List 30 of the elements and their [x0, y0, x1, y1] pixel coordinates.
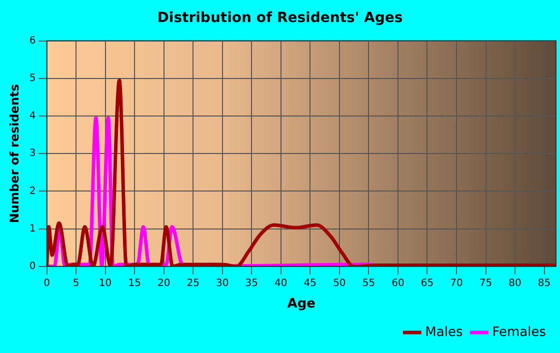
x-axis-title: Age — [287, 296, 316, 312]
y-tick-label: 4 — [29, 110, 36, 122]
x-tick-label: 70 — [450, 278, 463, 289]
y-tick-label: 2 — [29, 186, 36, 197]
y-tick-label: 6 — [29, 35, 36, 46]
x-tick-label: 30 — [216, 278, 229, 289]
x-tick-label: 15 — [128, 278, 141, 289]
x-tick-label: 75 — [479, 278, 492, 289]
x-tick-label: 25 — [186, 278, 200, 289]
y-tick-label: 5 — [29, 72, 36, 84]
legend-label: Females — [492, 324, 546, 340]
chart-title: Distribution of Residents' Ages — [157, 10, 403, 26]
x-tick-label: 80 — [508, 278, 522, 289]
y-tick-label: 0 — [29, 260, 36, 272]
x-tick-label: 35 — [245, 278, 258, 289]
x-tick-label: 45 — [304, 278, 317, 289]
y-tick-label: 1 — [29, 223, 36, 234]
x-tick-label: 50 — [333, 278, 346, 289]
x-tick-label: 5 — [72, 278, 80, 289]
x-tick-label: 55 — [362, 278, 376, 289]
y-tick-label: 3 — [29, 148, 36, 160]
y-axis-title: Number of residents — [7, 84, 22, 224]
x-tick-label: 20 — [157, 278, 170, 289]
x-tick-label: 60 — [392, 278, 404, 289]
x-tick-label: 85 — [538, 278, 551, 289]
x-tick-label: 0 — [44, 278, 50, 289]
x-tick-label: 65 — [420, 278, 434, 289]
legend-label: Males — [425, 324, 463, 340]
x-tick-label: 10 — [98, 278, 112, 289]
x-tick-label: 40 — [274, 278, 288, 289]
